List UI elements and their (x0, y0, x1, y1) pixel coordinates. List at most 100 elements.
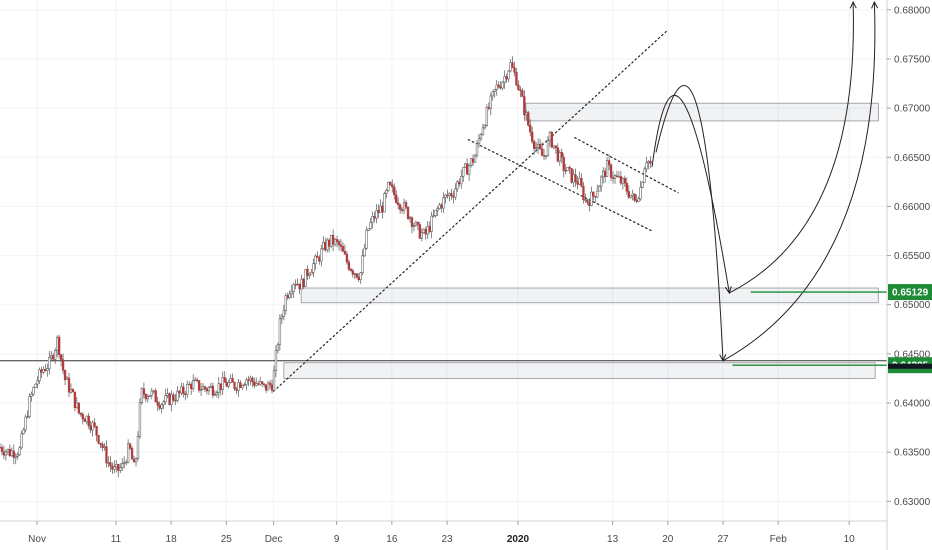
candle-body (509, 62, 512, 72)
candle-body (357, 276, 360, 280)
candle-body (85, 415, 88, 422)
candle-body (438, 204, 441, 209)
candle-body (57, 336, 61, 355)
candle-body (426, 226, 429, 235)
candle-body (446, 194, 449, 197)
candle-body (412, 225, 416, 228)
y-tick-label: 0.65500 (894, 251, 931, 262)
candle-body (168, 393, 171, 405)
candle-body (288, 293, 291, 298)
y-tick-label: 0.63500 (894, 448, 931, 459)
x-tick-label: 20 (662, 534, 674, 545)
candle-body (132, 458, 136, 463)
candle-body (576, 181, 579, 185)
candle-body (328, 239, 331, 247)
candle-body (464, 163, 467, 168)
candle-body (203, 386, 207, 390)
candle-body (479, 134, 483, 139)
candle-body (314, 255, 317, 264)
candle-body (180, 386, 183, 394)
candle-body (117, 464, 120, 471)
candle-body (546, 140, 550, 156)
arrow-head (724, 286, 732, 295)
candle-body (14, 455, 17, 458)
chart-grid (0, 0, 887, 521)
candle-body (469, 158, 473, 166)
candle-body (400, 209, 404, 211)
projection-curve (729, 1, 854, 294)
candle-body (302, 278, 305, 288)
candle-body (584, 199, 587, 201)
candle-body (264, 384, 268, 391)
candle-body (262, 383, 266, 386)
candle-body (381, 205, 384, 213)
y-tick-label: 0.66000 (894, 202, 931, 213)
candle-body (503, 76, 506, 83)
candle-body (164, 395, 167, 403)
candle-body (268, 382, 272, 386)
candle-body (144, 394, 148, 400)
projection-curve (722, 1, 876, 362)
candle-body (95, 426, 98, 436)
candle-body (424, 229, 427, 235)
arrow-head (871, 0, 879, 9)
candle-body (249, 377, 252, 381)
candle-body (395, 194, 398, 203)
price-zones (283, 102, 879, 379)
x-tick-label: 18 (166, 534, 178, 545)
candle-body (18, 447, 21, 456)
candle-body (119, 467, 122, 471)
candle-body (466, 163, 469, 175)
candle-body (432, 215, 435, 217)
candle-body (79, 412, 82, 415)
candle-body (312, 263, 315, 273)
candle-body (290, 291, 293, 295)
candle-body (617, 176, 621, 178)
candle-body (631, 193, 634, 196)
candle-body (588, 202, 591, 207)
candle-body (499, 86, 502, 89)
candle-body (8, 448, 12, 457)
y-tick-label: 0.65000 (894, 300, 931, 311)
candle-body (621, 178, 625, 184)
candle-body (570, 168, 573, 183)
candle-body (310, 272, 313, 275)
candle-body (223, 377, 226, 383)
candle-body (0, 447, 2, 449)
candle-body (42, 369, 45, 373)
candle-body (462, 166, 465, 177)
candle-body (113, 466, 116, 470)
arrow-head (849, 0, 857, 9)
candle-body (176, 390, 179, 401)
candle-body (637, 198, 640, 202)
candle-body (278, 318, 282, 345)
x-axis-ticks: Nov 11 18 25 Dec 9 16 23 2020 13 20 27 Feb 10 (28, 521, 855, 545)
projection-curve (655, 85, 724, 361)
candle-body (257, 383, 260, 385)
candle-body (515, 72, 518, 86)
candle-body (52, 355, 55, 360)
candle-body (209, 385, 213, 388)
x-tick-label: 2020 (507, 534, 530, 545)
candlestick-series (0, 56, 652, 478)
candle-body (594, 196, 597, 198)
candle-body (54, 350, 57, 360)
trendlines (272, 30, 679, 392)
x-tick-label: 9 (334, 534, 340, 545)
x-tick-label: Dec (265, 534, 283, 545)
candle-body (326, 239, 329, 251)
candle-body (418, 224, 421, 239)
candle-body (245, 379, 248, 386)
price-tag-box (888, 284, 932, 301)
candle-body (542, 155, 546, 157)
candle-body (556, 147, 559, 162)
candle-body (590, 191, 593, 207)
candle-body (633, 193, 636, 201)
candle-body (505, 76, 508, 80)
trendline (574, 137, 679, 194)
candle-body (36, 380, 39, 385)
candle-body (586, 199, 589, 203)
candle-body (552, 145, 556, 148)
candle-body (643, 168, 646, 183)
